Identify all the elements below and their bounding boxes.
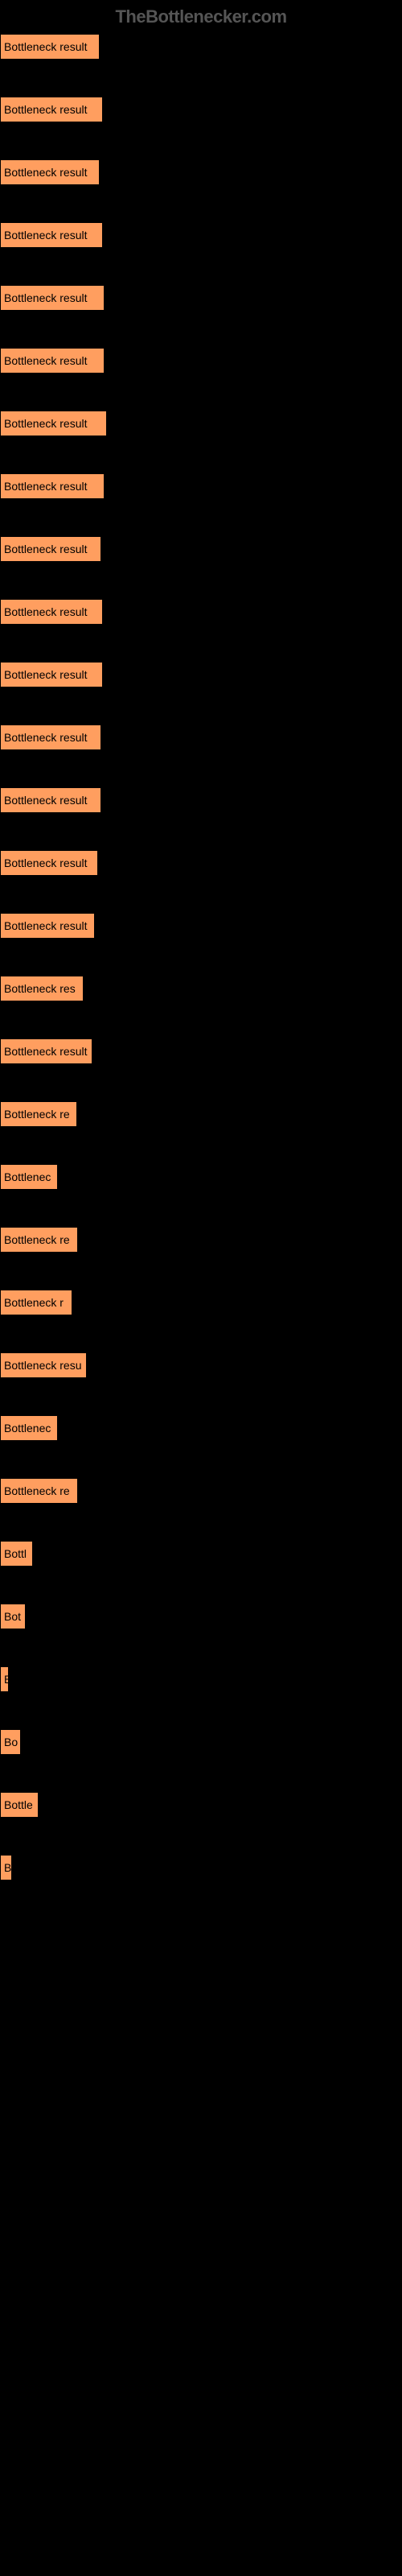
bar: Bottleneck result [0,159,100,185]
bar: Bottleneck res [0,976,84,1001]
bar-row: Bottlenec [0,1406,402,1451]
bar-label: Bottleneck result [4,417,88,430]
bar-label: Bottleneck result [4,229,88,242]
bar: Bottleneck re [0,1101,77,1127]
bar: Bottleneck r [0,1290,72,1315]
bar: Bottleneck re [0,1227,78,1253]
bar: Bottleneck result [0,348,105,374]
bar-row: Bottle [0,1782,402,1827]
bar-row: Bottl [0,1531,402,1576]
bar-row: Bottleneck result [0,87,402,132]
bar-row: Bot [0,1594,402,1639]
bar-label: Bottlenec [4,1422,51,1435]
bar-row: Bottlenec [0,1154,402,1199]
bar-label: Bottleneck result [4,919,88,932]
bar-row: Bottleneck resu [0,1343,402,1388]
bar-label: Bottl [4,1547,27,1560]
bar-row: B [0,1845,402,1890]
bar-row: Bo [0,1719,402,1765]
bar-label: Bottleneck result [4,103,88,116]
bar-row: Bottleneck result [0,464,402,509]
bar-label: Bottleneck result [4,40,88,53]
bar-label: Bottleneck result [4,480,88,493]
bar-label: Bottleneck res [4,982,76,995]
bar-label: Bo [4,1736,18,1748]
bar: Bottleneck result [0,662,103,687]
bar-label: Bottleneck result [4,291,88,304]
bar-row: Bottleneck result [0,150,402,195]
bar: Bottleneck result [0,473,105,499]
bar-row: Bottleneck result [0,589,402,634]
bar-label: Bottleneck resu [4,1359,82,1372]
bar-row: Bottleneck result [0,275,402,320]
bar-row: Bottleneck result [0,903,402,948]
bar-row: Bottleneck r [0,1280,402,1325]
bar-label: Bottleneck result [4,668,88,681]
bar-row: Bottleneck result [0,526,402,572]
bar-row: Bottleneck result [0,778,402,823]
bar-label: Bottleneck result [4,857,88,869]
bar-label: Bottleneck re [4,1484,70,1497]
bar-row: Bottleneck result [0,1029,402,1074]
bar-row: Bottleneck re [0,1217,402,1262]
bar-row: Bottleneck result [0,213,402,258]
bar-label: Bottleneck result [4,1045,88,1058]
bar-row: Bottleneck re [0,1092,402,1137]
bar: Bottleneck result [0,724,101,750]
bar: Bottleneck result [0,1038,92,1064]
bar-row: Bottleneck res [0,966,402,1011]
bar-label: B [4,1673,9,1686]
bar-chart: Bottleneck result Bottleneck result Bottle… [0,24,402,1908]
bar-label: Bottleneck result [4,605,88,618]
bar: Bottle [0,1792,39,1818]
bar-row: Bottleneck result [0,338,402,383]
bar-label: B [4,1861,11,1874]
bar: Bottleneck result [0,913,95,939]
bar: B [0,1855,12,1880]
bar-row: Bottleneck result [0,715,402,760]
bar: Bottleneck re [0,1478,78,1504]
bar-label: Bottleneck result [4,166,88,179]
bar-row: B [0,1657,402,1702]
bar-label: Bottlenec [4,1170,51,1183]
bar: Bottlenec [0,1164,58,1190]
bar-label: Bottle [4,1798,33,1811]
bar-label: Bottleneck result [4,543,88,555]
bar-label: Bottleneck re [4,1108,70,1121]
bar-row: Bottleneck result [0,652,402,697]
bar-row: Bottleneck result [0,401,402,446]
bar: B [0,1666,9,1692]
bar: Bottlenec [0,1415,58,1441]
bar-row: Bottleneck result [0,840,402,886]
bar: Bottleneck resu [0,1352,87,1378]
bar: Bottleneck result [0,599,103,625]
bar-row: Bottleneck re [0,1468,402,1513]
bar-label: Bottleneck re [4,1233,70,1246]
bar-row: Bottleneck result [0,24,402,69]
bar-label: Bottleneck result [4,354,88,367]
bar: Bot [0,1604,26,1629]
bar: Bottleneck result [0,222,103,248]
bar-label: Bot [4,1610,21,1623]
bar: Bottleneck result [0,850,98,876]
bar-label: Bottleneck result [4,731,88,744]
bar: Bottl [0,1541,33,1567]
bar: Bo [0,1729,21,1755]
bar: Bottleneck result [0,285,105,311]
bar: Bottleneck result [0,787,101,813]
bar: Bottleneck result [0,411,107,436]
bar-label: Bottleneck r [4,1296,64,1309]
bar: Bottleneck result [0,536,101,562]
bar: Bottleneck result [0,34,100,60]
bar: Bottleneck result [0,97,103,122]
bar-label: Bottleneck result [4,794,88,807]
